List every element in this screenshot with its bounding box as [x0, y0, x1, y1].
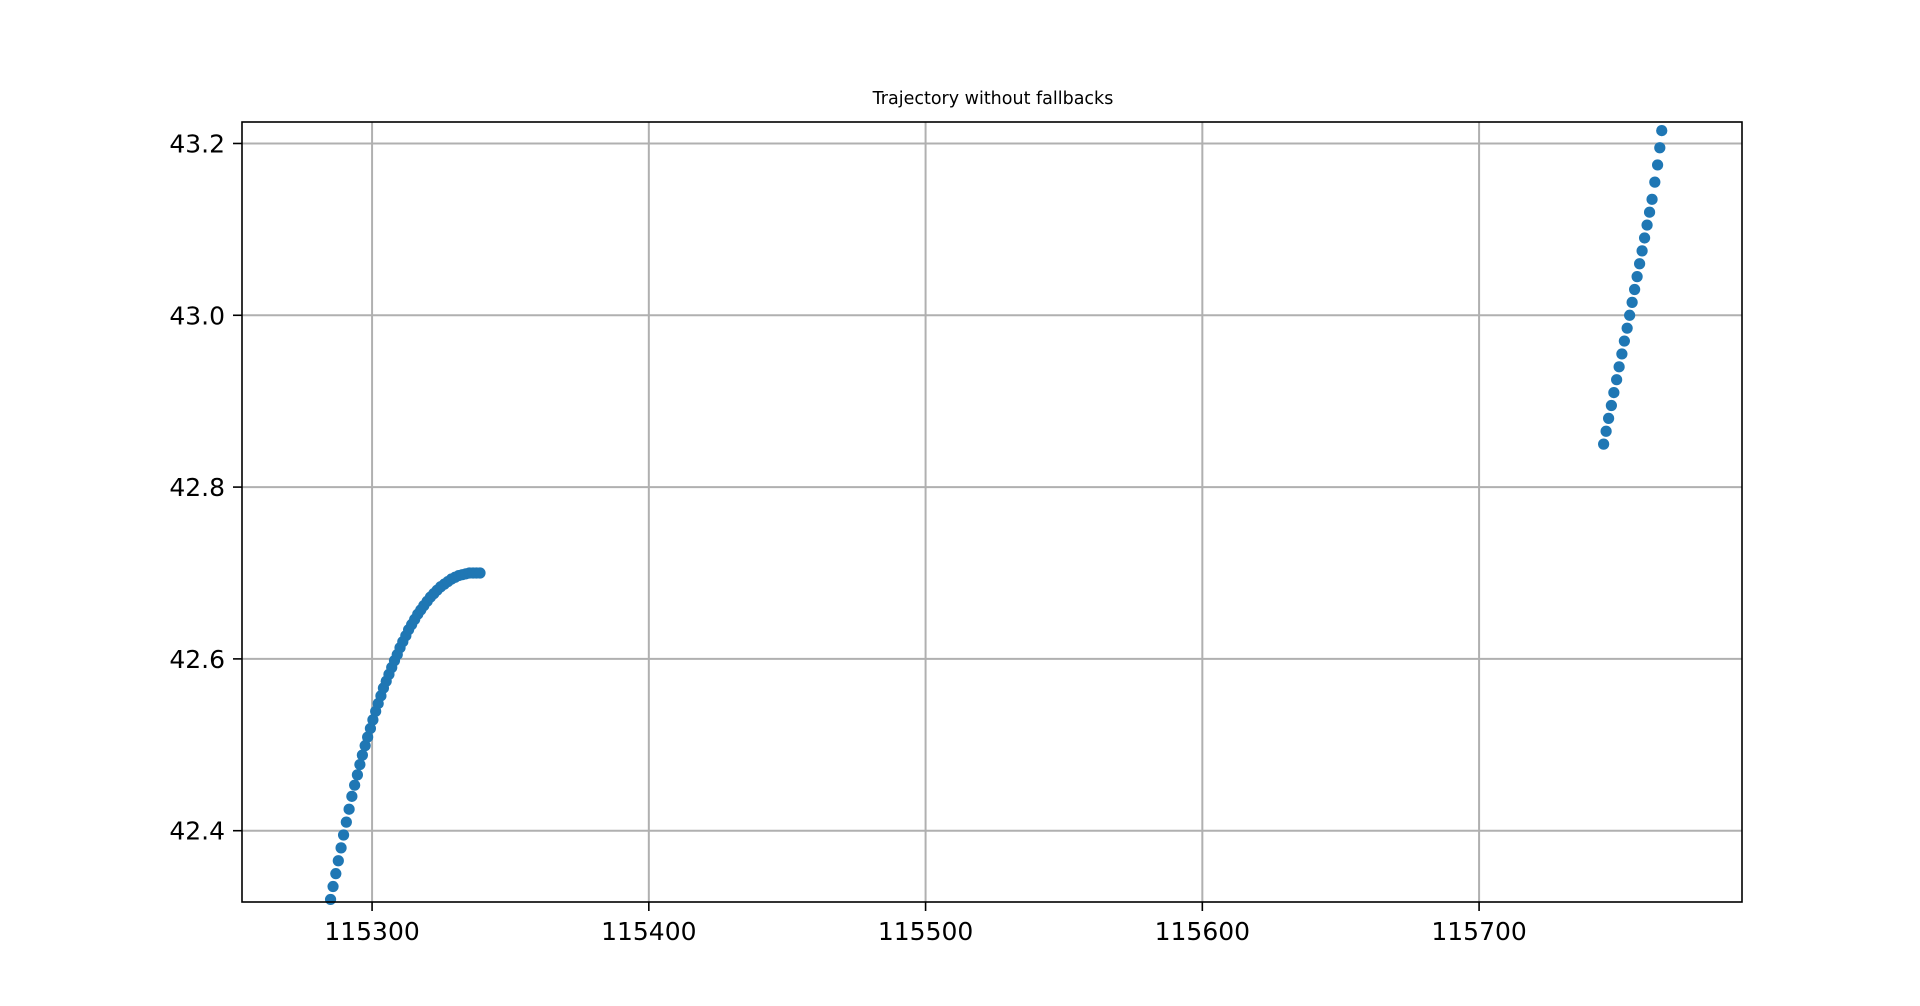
data-point: [1631, 271, 1643, 283]
data-point: [1649, 176, 1661, 188]
data-point: [337, 829, 350, 841]
data-point: [1646, 193, 1658, 205]
data-point: [1611, 374, 1623, 386]
data-point: [1598, 438, 1610, 450]
data-point: [1605, 399, 1617, 412]
data-point: [362, 731, 374, 743]
data-point: [330, 868, 342, 880]
chart-title: Trajectory without fallbacks: [872, 89, 1114, 109]
data-point: [1613, 361, 1625, 373]
data-point: [335, 842, 347, 854]
data-point: [1656, 124, 1668, 137]
data-point: [1638, 232, 1651, 244]
data-point: [327, 880, 339, 893]
x-tick-label: 115700: [1431, 917, 1526, 946]
data-point: [1618, 335, 1630, 347]
data-point: [354, 758, 366, 771]
data-point: [1634, 258, 1646, 270]
data-point: [351, 769, 364, 781]
data-point: [1621, 322, 1633, 334]
data-point: [367, 714, 379, 726]
x-tick-label: 115300: [324, 917, 419, 946]
y-tick-label: 42.4: [169, 817, 225, 846]
data-point: [359, 740, 371, 752]
data-point: [324, 893, 337, 906]
data-point: [1600, 425, 1612, 437]
data-point: [1624, 309, 1636, 321]
data-point: [1616, 348, 1628, 360]
data-point: [340, 816, 352, 828]
data-point: [474, 567, 486, 579]
data-point: [1603, 412, 1615, 424]
data-point: [364, 722, 377, 735]
y-tick-label: 42.6: [169, 645, 225, 674]
x-tick-label: 115400: [601, 917, 696, 946]
data-point: [1643, 206, 1656, 218]
data-point: [356, 749, 368, 761]
data-point: [1626, 296, 1638, 308]
data-point: [343, 803, 355, 815]
y-tick-label: 43.0: [169, 301, 225, 330]
x-tick-label: 115600: [1155, 917, 1250, 946]
data-point: [1636, 245, 1648, 257]
data-point: [1608, 386, 1620, 399]
scatter-points: [324, 124, 1668, 906]
axis-ticks: 115300 115400 115500 115600 115700 42.4 42.6 42…: [169, 129, 1526, 946]
data-point: [332, 855, 344, 867]
axes-frame: [241, 121, 1743, 903]
data-point: [349, 779, 361, 791]
y-tick-label: 42.8: [169, 473, 225, 502]
grid-lines: [242, 122, 1742, 902]
data-point: [1641, 219, 1653, 231]
y-tick-label: 43.2: [169, 129, 225, 158]
x-tick-label: 115500: [878, 917, 973, 946]
data-point: [1651, 159, 1664, 171]
data-point: [346, 790, 358, 802]
data-point: [1629, 283, 1641, 296]
data-point: [1654, 142, 1666, 154]
